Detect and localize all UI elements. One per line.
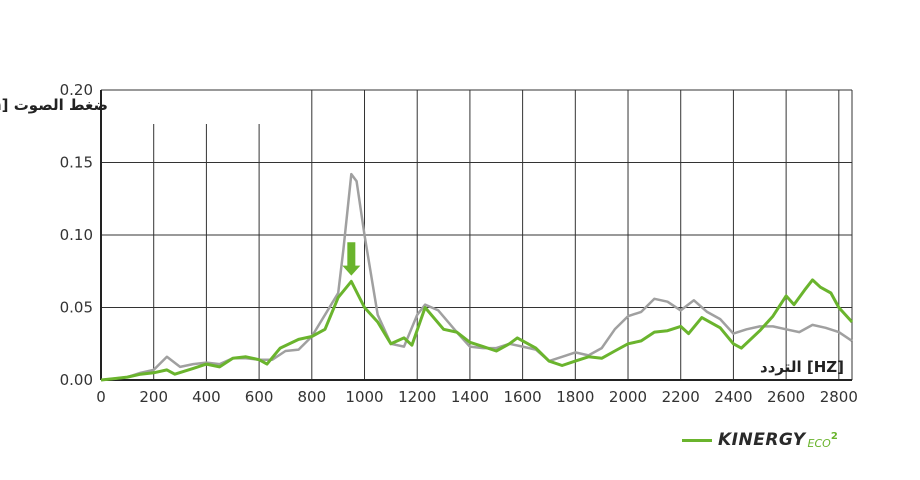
x-tick-label: 1600 — [504, 388, 542, 406]
logo-superscript: 2 — [830, 430, 838, 442]
logo-suffix: ECO — [807, 436, 831, 450]
logo-brand: KINERGY — [718, 430, 806, 450]
x-axis-label: التردد [HZ] — [760, 358, 844, 376]
x-tick-label: 2800 — [820, 388, 858, 406]
y-tick-label: 0.10 — [60, 226, 93, 244]
series-lines — [100, 172, 854, 382]
x-tick-label: 1000 — [345, 388, 383, 406]
y-tick-label: 0.15 — [60, 154, 93, 172]
down-arrow-shape — [342, 242, 361, 276]
x-tick-label: 600 — [245, 388, 274, 406]
kinergy-eco-logo: KINERGY ECO 2 — [682, 430, 838, 450]
x-tick-label: 2600 — [767, 388, 805, 406]
series-line-gray — [100, 172, 853, 382]
y-axis-label: ضغط الصوت [Pa] — [0, 96, 108, 114]
x-tick-label: 2200 — [662, 388, 700, 406]
x-tick-label: 2000 — [609, 388, 647, 406]
x-tick-label: 2400 — [714, 388, 752, 406]
y-tick-label: 0.05 — [60, 299, 93, 317]
x-tick-label: 200 — [139, 388, 168, 406]
x-tick-label: 1800 — [556, 388, 594, 406]
grid — [100, 89, 853, 381]
y-tick-label: 0.00 — [60, 371, 93, 389]
tick-labels: 0.00 0.05 0.10 0.15 0.20 0 200 400 600 800 1000 120… — [60, 81, 858, 406]
x-tick-label: 800 — [297, 388, 326, 406]
reduction-arrow-icon — [342, 242, 361, 276]
x-tick-label: 1200 — [398, 388, 436, 406]
series-line-green — [100, 278, 854, 382]
x-tick-label: 400 — [192, 388, 221, 406]
logo-dash — [682, 438, 712, 442]
x-tick-label: 0 — [96, 388, 106, 406]
x-tick-label: 1400 — [451, 388, 489, 406]
y-tick-label: 0.20 — [60, 81, 93, 99]
